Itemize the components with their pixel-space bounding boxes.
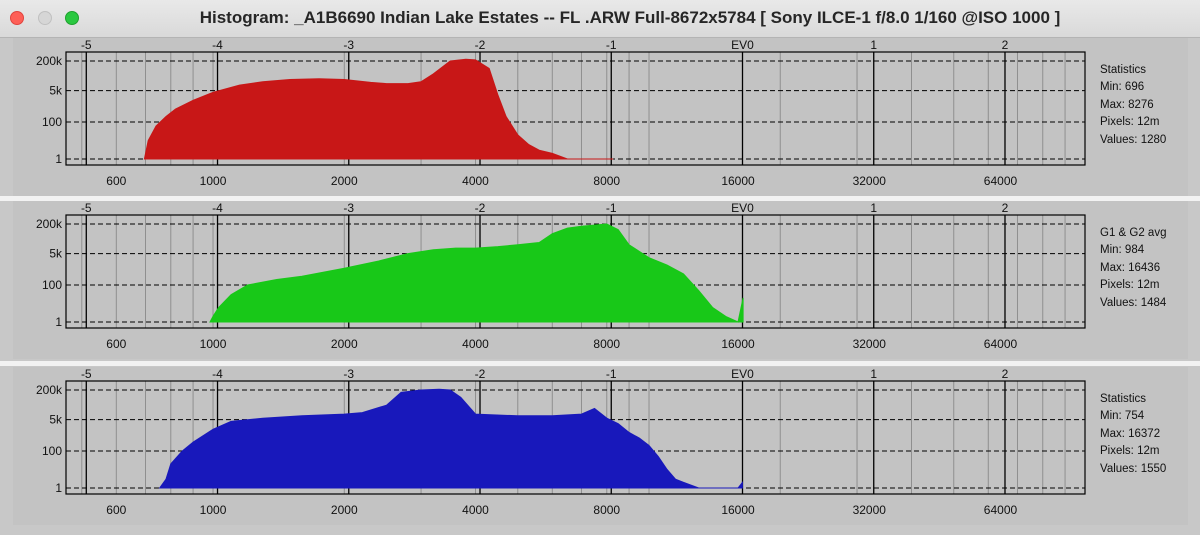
minimize-button[interactable] bbox=[38, 11, 52, 25]
x-tick-label: 64000 bbox=[984, 503, 1018, 517]
x-tick-label: 16000 bbox=[721, 174, 755, 188]
panel-divider[interactable] bbox=[0, 196, 1200, 201]
ev-tick-label: 1 bbox=[870, 201, 877, 215]
y-tick-label: 100 bbox=[42, 444, 62, 458]
stats-min: Min: 984 bbox=[1100, 244, 1145, 257]
stats-max: Max: 16436 bbox=[1100, 261, 1161, 274]
ev-tick-label: EV0 bbox=[731, 367, 754, 381]
ev-tick-label: -1 bbox=[606, 367, 617, 381]
stats-pixels: Pixels: 12m bbox=[1100, 445, 1160, 458]
stats-pixels: Pixels: 12m bbox=[1100, 116, 1160, 129]
x-tick-label: 2000 bbox=[331, 503, 358, 517]
ev-tick-label: 2 bbox=[1002, 367, 1009, 381]
stats-max: Max: 16372 bbox=[1100, 427, 1161, 440]
ev-tick-label: 1 bbox=[870, 38, 877, 52]
stats-values: Values: 1550 bbox=[1100, 462, 1167, 475]
blue-stats: Statistics Min: 754 Max: 16372 Pixels: 1… bbox=[1100, 391, 1186, 478]
green-stats: G1 & G2 avg Min: 984 Max: 16436 Pixels: … bbox=[1100, 225, 1186, 312]
ev-tick-label: -3 bbox=[343, 38, 354, 52]
x-tick-label: 600 bbox=[106, 174, 126, 188]
green-histogram-area bbox=[209, 223, 744, 323]
panel-divider[interactable] bbox=[0, 361, 1200, 366]
y-tick-label: 200k bbox=[36, 217, 63, 231]
x-tick-label: 1000 bbox=[200, 503, 227, 517]
stats-values: Values: 1280 bbox=[1100, 133, 1167, 146]
plot-border bbox=[65, 214, 1086, 329]
red-histogram-area bbox=[143, 58, 614, 160]
stats-pixels: Pixels: 12m bbox=[1100, 279, 1160, 292]
x-tick-label: 2000 bbox=[331, 174, 358, 188]
x-tick-label: 16000 bbox=[721, 337, 755, 351]
stats-min: Min: 754 bbox=[1100, 410, 1145, 423]
y-tick-label: 5k bbox=[49, 247, 63, 261]
ev-tick-label: 2 bbox=[1002, 38, 1009, 52]
x-tick-label: 8000 bbox=[593, 174, 620, 188]
blue-histogram-panel: -5 -4 -3 -2 -1 EV0 1 2 200k 5k 100 1 600 1000 2000 4000… bbox=[13, 367, 1188, 525]
blue-histogram-area bbox=[158, 388, 743, 489]
ev-tick-label: -3 bbox=[343, 367, 354, 381]
x-tick-label: 32000 bbox=[853, 503, 887, 517]
stats-heading: Statistics bbox=[1100, 393, 1147, 405]
blue-histogram-chart: -5 -4 -3 -2 -1 EV0 1 2 200k 5k 100 1 600 1000 2000 4000… bbox=[36, 367, 1086, 517]
x-tick-label: 600 bbox=[106, 503, 126, 517]
x-tick-label: 16000 bbox=[721, 503, 755, 517]
x-tick-label: 64000 bbox=[984, 337, 1018, 351]
ev-tick-label: -5 bbox=[81, 367, 92, 381]
close-button[interactable] bbox=[10, 11, 24, 25]
title-bar[interactable]: Histogram: _A1B6690 Indian Lake Estates … bbox=[0, 0, 1200, 38]
x-tick-label: 8000 bbox=[593, 503, 620, 517]
x-tick-label: 4000 bbox=[462, 337, 489, 351]
ev-tick-label: -2 bbox=[475, 201, 486, 215]
ev-tick-label: -4 bbox=[212, 201, 223, 215]
y-tick-label: 200k bbox=[36, 54, 63, 68]
green-histogram-chart: -5 -4 -3 -2 -1 EV0 1 2 200k 5k 100 1 600 1000 2000 4000… bbox=[36, 201, 1086, 351]
ev-tick-label: EV0 bbox=[731, 38, 754, 52]
x-tick-label: 32000 bbox=[853, 174, 887, 188]
stats-heading: Statistics bbox=[1100, 64, 1147, 76]
ev-tick-label: -3 bbox=[343, 201, 354, 215]
y-tick-label: 1 bbox=[55, 152, 62, 166]
x-tick-label: 1000 bbox=[200, 337, 227, 351]
red-histogram-chart: -5 -4 -3 -2 -1 EV0 1 2 200k 5k 100 1 600 1000 2000 4000… bbox=[36, 38, 1086, 188]
stats-max: Max: 8276 bbox=[1100, 98, 1154, 111]
red-stats: Statistics Min: 696 Max: 8276 Pixels: 12… bbox=[1100, 62, 1186, 149]
ev-tick-label: -4 bbox=[212, 367, 223, 381]
ev-tick-label: -5 bbox=[81, 38, 92, 52]
y-tick-label: 200k bbox=[36, 383, 63, 397]
green-histogram-panel: -5 -4 -3 -2 -1 EV0 1 2 200k 5k 100 1 600 1000 2000 4000… bbox=[13, 201, 1188, 359]
plot-border bbox=[65, 51, 1086, 166]
y-tick-label: 100 bbox=[42, 115, 62, 129]
ev-tick-label: -1 bbox=[606, 201, 617, 215]
red-histogram-panel: -5 -4 -3 -2 -1 EV0 1 2 200k 5k 100 1 600 1000 2000 4000… bbox=[13, 38, 1188, 196]
ev-tick-label: 2 bbox=[1002, 201, 1009, 215]
x-tick-label: 2000 bbox=[331, 337, 358, 351]
zoom-button[interactable] bbox=[65, 11, 79, 25]
window-title: Histogram: _A1B6690 Indian Lake Estates … bbox=[199, 8, 1061, 27]
ev-tick-label: -4 bbox=[212, 38, 223, 52]
y-tick-label: 5k bbox=[49, 84, 63, 98]
ev-tick-label: -5 bbox=[81, 201, 92, 215]
x-tick-label: 4000 bbox=[462, 503, 489, 517]
x-tick-label: 600 bbox=[106, 337, 126, 351]
ev-tick-label: EV0 bbox=[731, 201, 754, 215]
ev-tick-label: -2 bbox=[475, 38, 486, 52]
x-tick-label: 64000 bbox=[984, 174, 1018, 188]
ev-tick-label: -2 bbox=[475, 367, 486, 381]
stats-heading: G1 & G2 avg bbox=[1100, 227, 1167, 239]
plot-border bbox=[65, 380, 1086, 495]
stats-min: Min: 696 bbox=[1100, 81, 1145, 94]
y-tick-label: 100 bbox=[42, 278, 62, 292]
y-tick-label: 5k bbox=[49, 413, 63, 427]
stats-values: Values: 1484 bbox=[1100, 296, 1167, 309]
y-tick-label: 1 bbox=[55, 481, 62, 495]
x-tick-label: 4000 bbox=[462, 174, 489, 188]
x-tick-label: 8000 bbox=[593, 337, 620, 351]
ev-tick-label: -1 bbox=[606, 38, 617, 52]
x-tick-label: 32000 bbox=[853, 337, 887, 351]
x-tick-label: 1000 bbox=[200, 174, 227, 188]
ev-tick-label: 1 bbox=[870, 367, 877, 381]
y-tick-label: 1 bbox=[55, 315, 62, 329]
